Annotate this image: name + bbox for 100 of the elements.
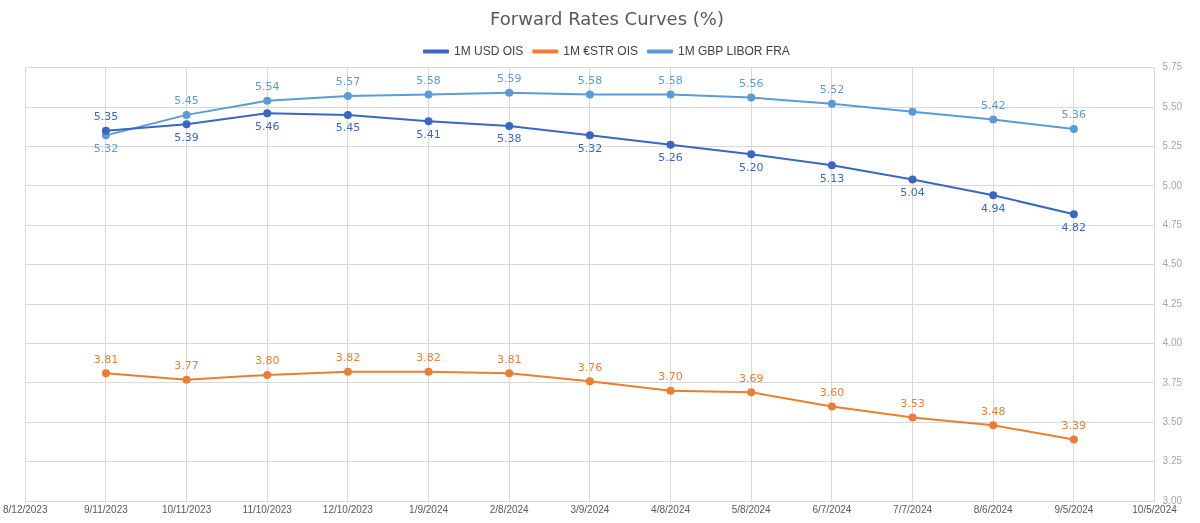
y-tick-label: 4.75 [1162,218,1183,230]
legend-label: 1M €STR OIS [563,43,639,58]
point [182,120,191,129]
y-tick-label: 3.75 [1162,376,1183,388]
y-tick-label: 4.00 [1162,337,1183,349]
point [585,131,594,140]
y-tick-label: 3.00 [1162,494,1183,506]
data-label: 5.52 [819,83,845,97]
point [827,161,836,170]
point [343,91,352,100]
data-label: 5.46 [254,119,280,133]
x-tick-label: 6/7/2024 [812,503,852,515]
point [424,117,433,126]
data-label: 3.53 [900,396,925,410]
x-tick-label: 12/10/2023 [322,503,374,515]
point [747,150,756,159]
data-label: 5.13 [819,171,845,185]
data-label: 5.35 [93,110,119,123]
x-tick-label: 9/5/2024 [1054,503,1094,515]
y-tick-label: 4.25 [1162,297,1183,309]
x-tick-label: 8/6/2024 [973,503,1014,515]
point [1069,210,1078,219]
legend-label: 1M GBP LIBOR FRA [678,43,790,58]
data-label: 5.59 [496,72,522,86]
x-tick-label: 10/11/2023 [161,503,212,515]
point [182,110,191,119]
data-label: 5.45 [174,94,199,108]
data-label: 5.04 [900,185,925,199]
point [585,90,594,99]
data-label: 3.77 [174,359,199,373]
point [747,388,756,397]
data-label: 5.45 [335,121,361,135]
data-label: 3.48 [980,404,1006,418]
y-tick-label: 5.75 [1162,61,1183,73]
point [908,413,917,422]
data-label: 4.94 [980,201,1006,215]
point [908,175,917,184]
point [908,107,917,116]
point [827,402,836,411]
data-label: 3.81 [93,352,119,366]
legend-label: 1M USD OIS [453,43,524,58]
point [343,110,352,119]
x-tick-label: 2/8/2024 [489,503,530,515]
point [747,93,756,102]
point [505,88,514,97]
point [585,377,594,386]
data-label: 3.82 [335,351,361,365]
data-label: 5.58 [658,73,683,87]
data-label: 5.32 [93,141,119,155]
point [1069,125,1078,134]
point [101,369,110,378]
data-label: 5.41 [416,127,441,141]
point [666,386,675,395]
point [827,99,836,108]
point [343,367,352,376]
data-label: 5.26 [658,151,683,165]
y-tick-label: 4.50 [1162,258,1183,270]
data-label: 3.76 [577,360,603,374]
x-tick-label: 11/10/2023 [242,503,293,515]
point [263,109,272,118]
data-label: 3.69 [738,371,764,385]
chart-title: Forward Rates Curves (%) [490,8,724,30]
point [263,96,272,105]
y-tick-label: 5.00 [1162,179,1183,191]
point [263,370,272,379]
point [989,115,998,124]
data-label: 3.60 [819,385,845,399]
point [666,140,675,149]
data-label: 4.82 [1061,220,1087,234]
data-label: 5.39 [174,130,199,144]
x-tick-label: 4/8/2024 [651,503,691,515]
data-label: 3.81 [496,352,522,366]
point [424,90,433,99]
x-tick-label: 7/7/2024 [893,503,933,515]
x-tick-label: 8/12/2023 [2,503,48,515]
x-tick-label: 1/9/2024 [409,503,449,515]
point [1069,435,1078,444]
data-label: 3.70 [658,370,683,384]
y-tick-label: 5.50 [1162,100,1183,112]
x-tick-label: 9/11/2023 [84,503,129,515]
data-label: 5.56 [738,76,764,90]
data-label: 5.36 [1061,108,1087,122]
point [101,126,110,135]
x-tick-label: 3/9/2024 [570,503,610,515]
x-tick-label: 5/8/2024 [731,503,772,515]
y-tick-label: 3.50 [1162,415,1183,427]
point [989,191,998,200]
data-label: 5.54 [254,80,280,94]
data-label: 5.58 [577,73,603,87]
point [505,121,514,130]
data-label: 5.58 [416,73,441,87]
point [666,90,675,99]
data-label: 3.39 [1061,418,1087,432]
y-tick-label: 3.25 [1162,455,1183,467]
data-label: 5.38 [496,132,522,146]
data-label: 5.32 [577,141,603,155]
point [182,375,191,384]
data-label: 3.80 [254,354,280,368]
data-label: 5.57 [335,75,361,89]
data-label: 5.42 [980,98,1006,112]
